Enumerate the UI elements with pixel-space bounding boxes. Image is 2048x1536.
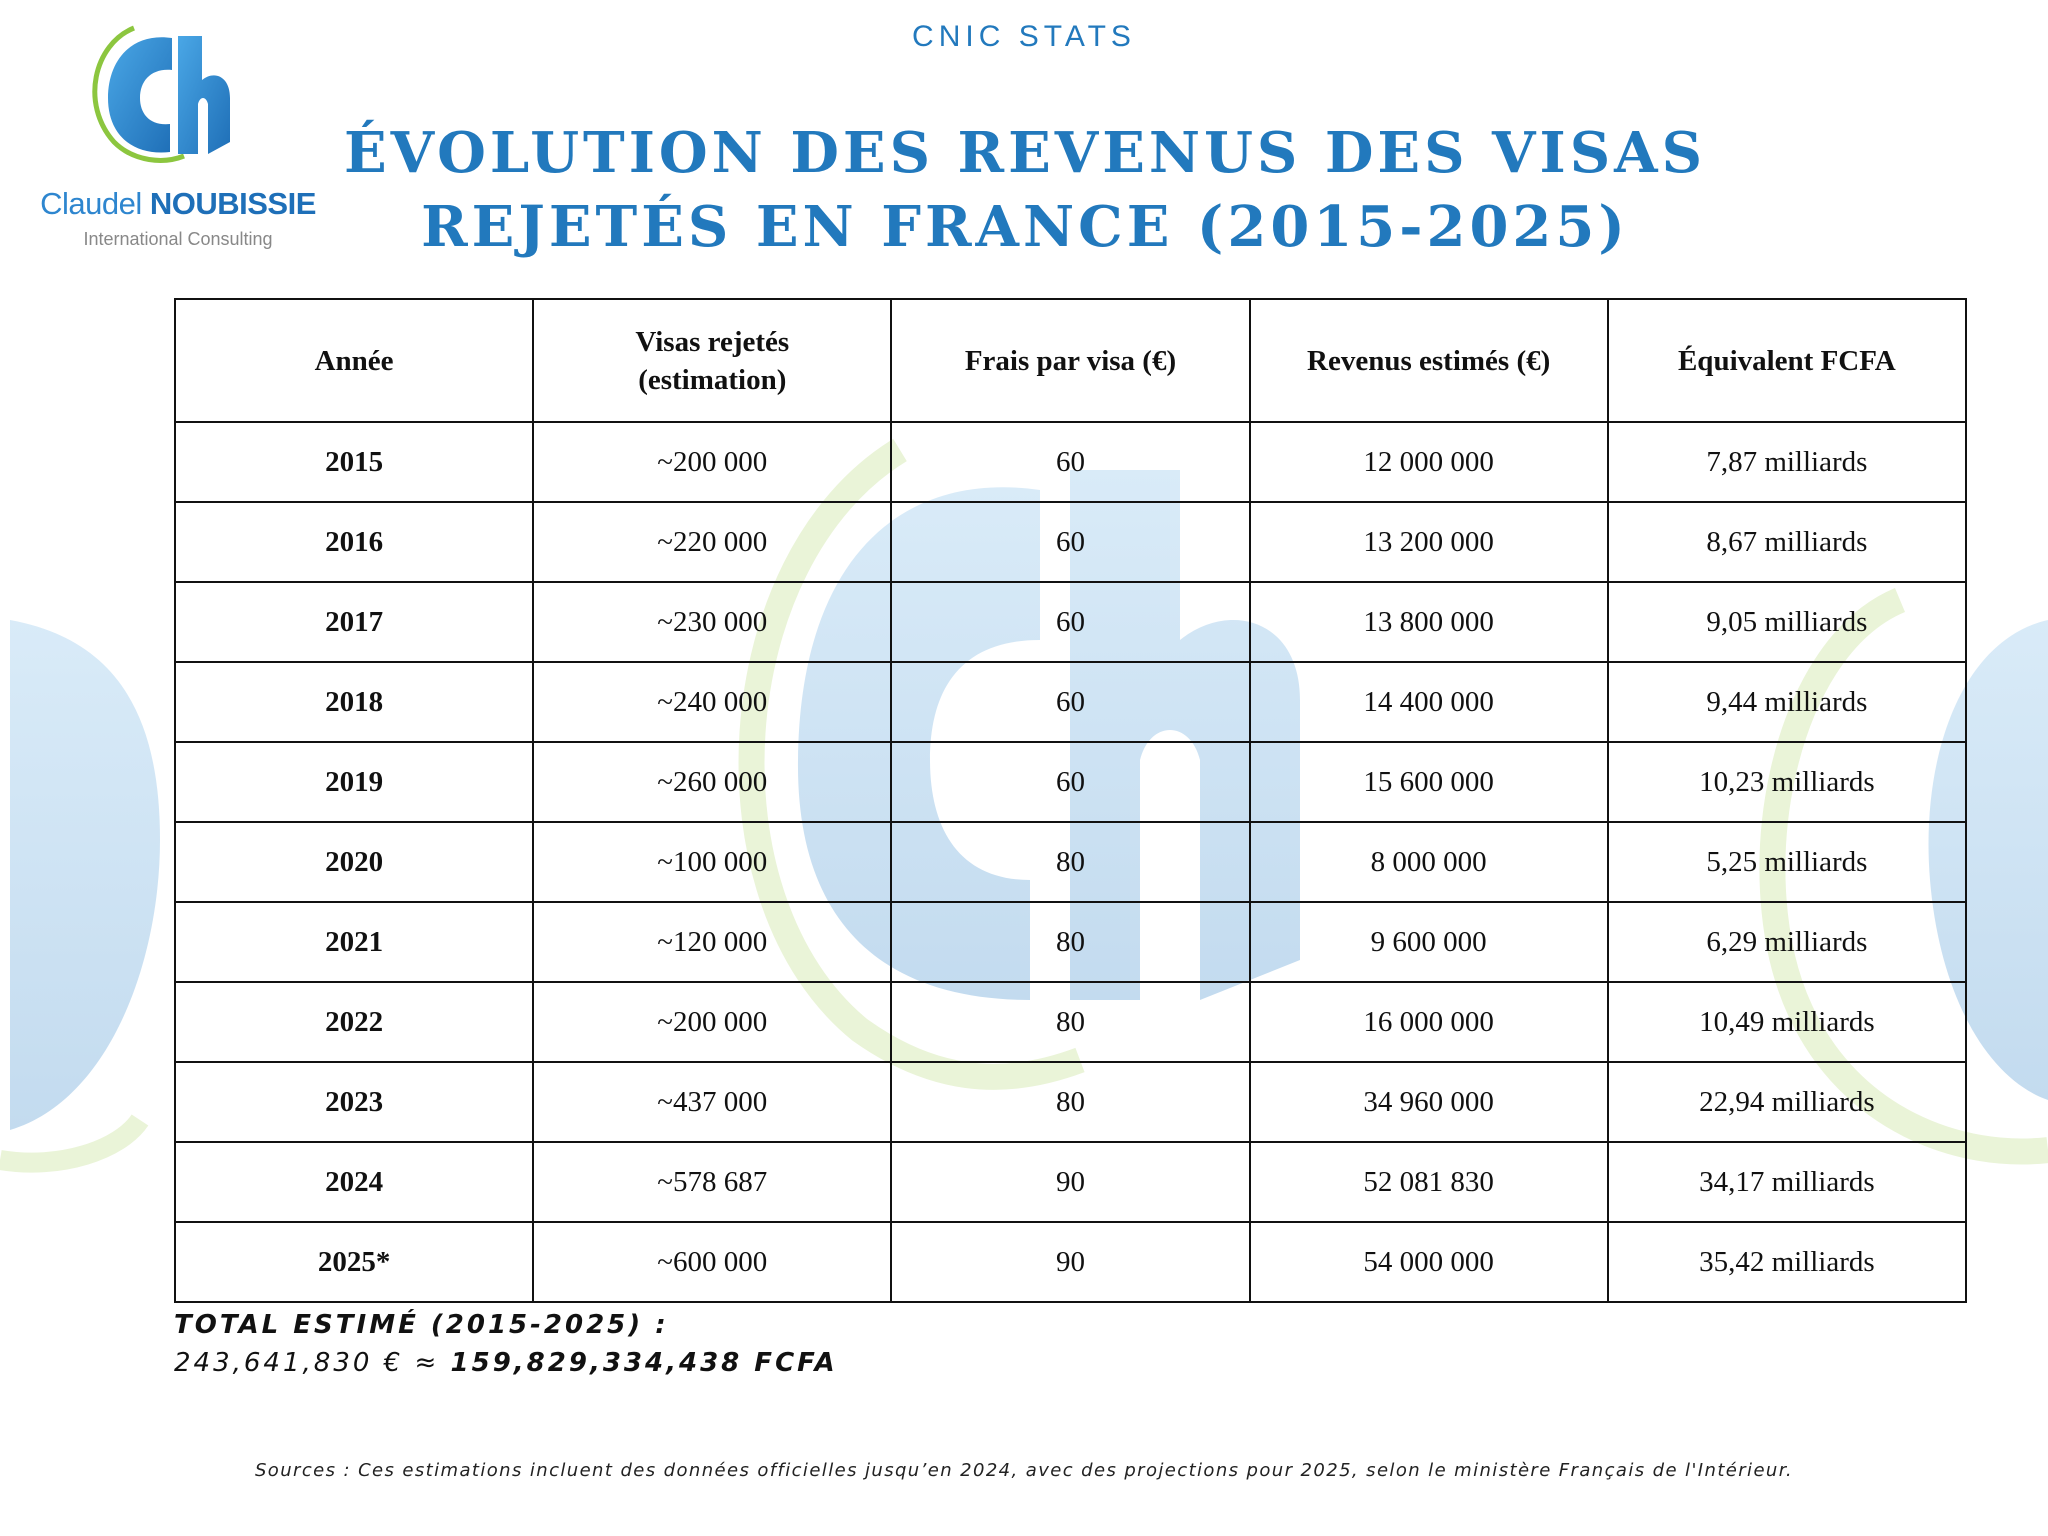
cell-fee: 60 bbox=[890, 661, 1251, 743]
cell-revenue: 8 000 000 bbox=[1248, 821, 1609, 903]
total-summary: TOTAL ESTIMÉ (2015-2025) : 243,641,830 €… bbox=[174, 1306, 1374, 1382]
sources-note: Sources : Ces estimations incluent des d… bbox=[254, 1460, 1794, 1481]
cell-fcfa: 34,17 milliards bbox=[1606, 1141, 1968, 1223]
cell-fee: 60 bbox=[890, 741, 1251, 823]
cell-fee: 80 bbox=[890, 821, 1251, 903]
table-row: 2020 ~100 000 80 8 000 000 5,25 milliards bbox=[173, 821, 1968, 903]
table-body: 2015 ~200 000 60 12 000 000 7,87 milliards 20… bbox=[173, 421, 1968, 1303]
cell-year: 2016 bbox=[173, 501, 535, 583]
cell-rejected: ~240 000 bbox=[532, 661, 893, 743]
cell-rejected: ~260 000 bbox=[532, 741, 893, 823]
company-logo: Claudel NOUBISSIE International Consulti… bbox=[24, 24, 316, 254]
cell-year: 2022 bbox=[173, 981, 535, 1063]
cell-revenue: 52 081 830 bbox=[1248, 1141, 1609, 1223]
cell-fee: 60 bbox=[890, 501, 1251, 583]
table-row: 2017 ~230 000 60 13 800 000 9,05 milliards bbox=[173, 581, 1968, 663]
cell-fee: 80 bbox=[890, 981, 1251, 1063]
cell-fcfa: 5,25 milliards bbox=[1606, 821, 1968, 903]
cell-revenue: 16 000 000 bbox=[1248, 981, 1609, 1063]
column-header-revenue: Revenus estimés (€) bbox=[1248, 298, 1609, 423]
cell-revenue: 54 000 000 bbox=[1248, 1221, 1609, 1303]
page-title: ÉVOLUTION DES REVENUS DES VISAS REJETÉS … bbox=[330, 116, 1720, 264]
cell-fee: 90 bbox=[890, 1141, 1251, 1223]
cell-fcfa: 10,49 milliards bbox=[1606, 981, 1968, 1063]
total-values: 243,641,830 € ≈ 159,829,334,438 FCFA bbox=[174, 1344, 1374, 1382]
cell-rejected: ~578 687 bbox=[532, 1141, 893, 1223]
cell-rejected: ~100 000 bbox=[532, 821, 893, 903]
table-row: 2018 ~240 000 60 14 400 000 9,44 milliards bbox=[173, 661, 1968, 743]
column-header-year: Année bbox=[173, 298, 535, 423]
cell-year: 2019 bbox=[173, 741, 535, 823]
table-row: 2024 ~578 687 90 52 081 830 34,17 milliards bbox=[173, 1141, 1968, 1223]
logo-company-name: Claudel NOUBISSIE bbox=[40, 186, 316, 221]
table-row: 2025* ~600 000 90 54 000 000 35,42 milliards bbox=[173, 1221, 1968, 1303]
cell-fcfa: 6,29 milliards bbox=[1606, 901, 1968, 983]
table-row: 2016 ~220 000 60 13 200 000 8,67 milliards bbox=[173, 501, 1968, 583]
cell-fcfa: 8,67 milliards bbox=[1606, 501, 1968, 583]
cell-fcfa: 7,87 milliards bbox=[1606, 421, 1968, 503]
cell-year: 2024 bbox=[173, 1141, 535, 1223]
cell-year: 2025* bbox=[173, 1221, 535, 1303]
cell-fcfa: 9,44 milliards bbox=[1606, 661, 1968, 743]
cell-revenue: 14 400 000 bbox=[1248, 661, 1609, 743]
cell-fee: 90 bbox=[890, 1221, 1251, 1303]
cell-fee: 80 bbox=[890, 901, 1251, 983]
table-row: 2023 ~437 000 80 34 960 000 22,94 milliards bbox=[173, 1061, 1968, 1143]
cell-fcfa: 22,94 milliards bbox=[1606, 1061, 1968, 1143]
cell-year: 2017 bbox=[173, 581, 535, 663]
cell-year: 2020 bbox=[173, 821, 535, 903]
table-row: 2022 ~200 000 80 16 000 000 10,49 milliards bbox=[173, 981, 1968, 1063]
cell-year: 2015 bbox=[173, 421, 535, 503]
cell-fee: 60 bbox=[890, 581, 1251, 663]
brand-label: CNIC STATS bbox=[912, 20, 1136, 53]
total-euros: 243,641,830 € ≈ bbox=[174, 1348, 451, 1378]
column-header-rejected: Visas rejetés (estimation) bbox=[532, 298, 893, 423]
title-line-1: ÉVOLUTION DES REVENUS DES VISAS bbox=[343, 120, 1707, 186]
cell-revenue: 15 600 000 bbox=[1248, 741, 1609, 823]
cell-rejected: ~600 000 bbox=[532, 1221, 893, 1303]
cell-fee: 60 bbox=[890, 421, 1251, 503]
table-row: 2021 ~120 000 80 9 600 000 6,29 milliards bbox=[173, 901, 1968, 983]
cn-monogram-logo-icon bbox=[92, 25, 230, 163]
table-header-row: Année Visas rejetés (estimation) Frais pa… bbox=[173, 298, 1968, 423]
cell-fcfa: 35,42 milliards bbox=[1606, 1221, 1968, 1303]
column-header-fee: Frais par visa (€) bbox=[890, 298, 1251, 423]
cell-fcfa: 10,23 milliards bbox=[1606, 741, 1968, 823]
column-header-fcfa: Équivalent FCFA bbox=[1606, 298, 1968, 423]
cell-revenue: 13 800 000 bbox=[1248, 581, 1609, 663]
cell-revenue: 12 000 000 bbox=[1248, 421, 1609, 503]
table-row: 2015 ~200 000 60 12 000 000 7,87 milliards bbox=[173, 421, 1968, 503]
total-fcfa: 159,829,334,438 FCFA bbox=[450, 1348, 838, 1378]
cell-revenue: 34 960 000 bbox=[1248, 1061, 1609, 1143]
cell-rejected: ~220 000 bbox=[532, 501, 893, 583]
cell-fcfa: 9,05 milliards bbox=[1606, 581, 1968, 663]
cell-revenue: 13 200 000 bbox=[1248, 501, 1609, 583]
title-line-2: REJETÉS EN FRANCE (2015-2025) bbox=[421, 194, 1629, 260]
cell-year: 2021 bbox=[173, 901, 535, 983]
cell-revenue: 9 600 000 bbox=[1248, 901, 1609, 983]
cell-fee: 80 bbox=[890, 1061, 1251, 1143]
cell-rejected: ~200 000 bbox=[532, 421, 893, 503]
revenue-table: Année Visas rejetés (estimation) Frais pa… bbox=[173, 298, 1968, 1303]
cell-rejected: ~120 000 bbox=[532, 901, 893, 983]
cell-year: 2018 bbox=[173, 661, 535, 743]
cell-year: 2023 bbox=[173, 1061, 535, 1143]
logo-tagline: International Consulting bbox=[83, 229, 273, 249]
cell-rejected: ~200 000 bbox=[532, 981, 893, 1063]
cell-rejected: ~230 000 bbox=[532, 581, 893, 663]
table-row: 2019 ~260 000 60 15 600 000 10,23 milliards bbox=[173, 741, 1968, 823]
cell-rejected: ~437 000 bbox=[532, 1061, 893, 1143]
total-label: TOTAL ESTIMÉ (2015-2025) : bbox=[174, 1310, 669, 1340]
